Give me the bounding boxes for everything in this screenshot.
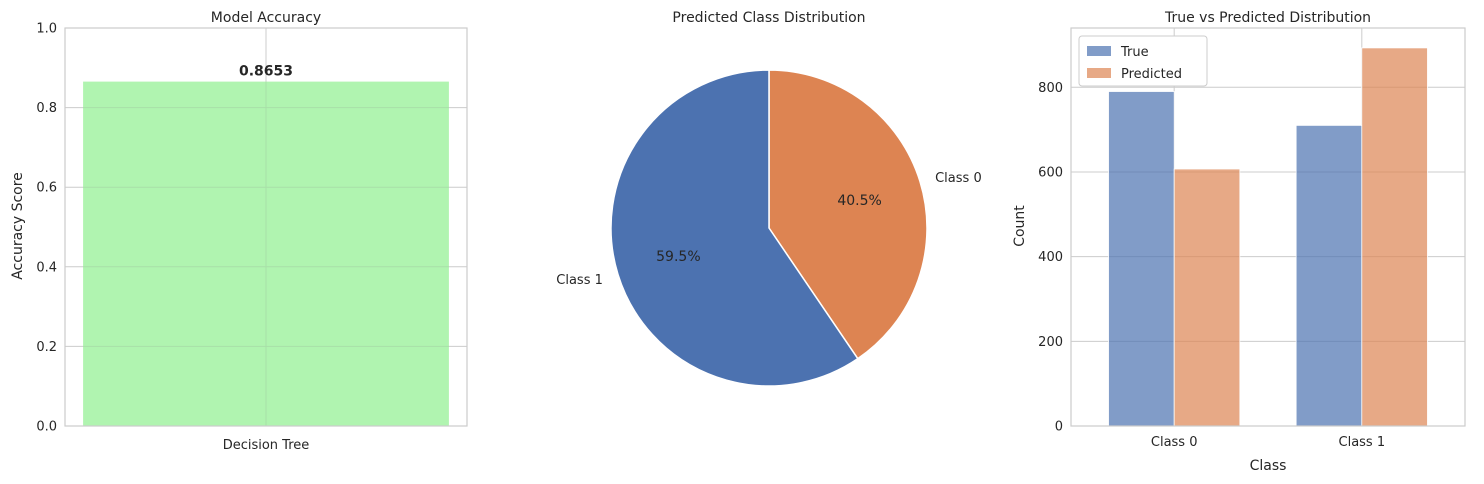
accuracy-chart-title: Model Accuracy bbox=[211, 10, 321, 26]
distribution-chart-ylabel: Count bbox=[1012, 205, 1028, 247]
distribution-bar-true bbox=[1295, 124, 1363, 427]
distribution-chart-frame bbox=[1070, 27, 1466, 427]
distribution-ytick-label: 200 bbox=[1038, 335, 1063, 350]
accuracy-ytick-label: 0.4 bbox=[36, 260, 57, 275]
distribution-chart-ticks: 0 200 400 600 800 Class 0 Class 1 bbox=[1038, 81, 1385, 450]
accuracy-ytick-label: 0.8 bbox=[36, 101, 57, 116]
distribution-ytick-label: 400 bbox=[1038, 250, 1063, 265]
accuracy-ytick-label: 1.0 bbox=[36, 22, 57, 37]
distribution-xtick-label: Class 0 bbox=[1151, 435, 1198, 450]
pie-slice bbox=[610, 69, 859, 387]
accuracy-chart-bars: 0.8653 bbox=[83, 64, 449, 427]
distribution-ytick-label: 0 bbox=[1055, 420, 1063, 435]
distribution-chart-title: True vs Predicted Distribution bbox=[1164, 10, 1371, 26]
distribution-chart-bars bbox=[1108, 47, 1428, 427]
pie-chart-title: Predicted Class Distribution bbox=[672, 10, 865, 26]
legend-label: Predicted bbox=[1121, 67, 1182, 82]
pie-chart-slices bbox=[610, 69, 928, 387]
accuracy-chart-ticks: 0.0 0.2 0.4 0.6 0.8 1.0 Decision Tree bbox=[36, 22, 309, 454]
legend-label: True bbox=[1120, 45, 1149, 60]
distribution-xtick-label: Class 1 bbox=[1339, 435, 1386, 450]
pie-pct-label: 40.5% bbox=[837, 193, 881, 209]
distribution-bar-true bbox=[1108, 91, 1175, 427]
distribution-ytick-label: 600 bbox=[1038, 165, 1063, 180]
distribution-chart-xlabel: Class bbox=[1250, 458, 1287, 474]
pie-pct-label: 59.5% bbox=[656, 249, 700, 265]
distribution-bar-predicted bbox=[1361, 47, 1428, 427]
legend-swatch bbox=[1087, 46, 1111, 56]
accuracy-data-label: 0.8653 bbox=[239, 64, 293, 80]
distribution-chart-legend: True Predicted bbox=[1078, 35, 1208, 87]
pie-chart-labels: 40.5% Class 0 59.5% Class 1 bbox=[556, 171, 981, 288]
pie-chart: Predicted Class Distribution 40.5% Class … bbox=[556, 10, 982, 387]
distribution-ytick-label: 800 bbox=[1038, 81, 1063, 96]
pie-slice bbox=[768, 69, 928, 360]
pie-class-label: Class 0 bbox=[935, 171, 982, 186]
accuracy-ytick-label: 0.0 bbox=[36, 420, 57, 435]
accuracy-chart-frame bbox=[64, 27, 468, 427]
accuracy-ytick-label: 0.6 bbox=[36, 181, 57, 196]
distribution-chart: True vs Predicted Distribution Count Cla… bbox=[1012, 10, 1466, 474]
accuracy-ytick-label: 0.2 bbox=[36, 340, 57, 355]
accuracy-chart-ylabel: Accuracy Score bbox=[10, 172, 26, 280]
accuracy-xtick-label: Decision Tree bbox=[223, 438, 310, 453]
legend-swatch bbox=[1087, 68, 1111, 78]
accuracy-chart: Model Accuracy Accuracy Score 0.8653 0.0… bbox=[10, 10, 468, 454]
pie-class-label: Class 1 bbox=[556, 273, 603, 288]
distribution-bar-predicted bbox=[1173, 168, 1241, 427]
